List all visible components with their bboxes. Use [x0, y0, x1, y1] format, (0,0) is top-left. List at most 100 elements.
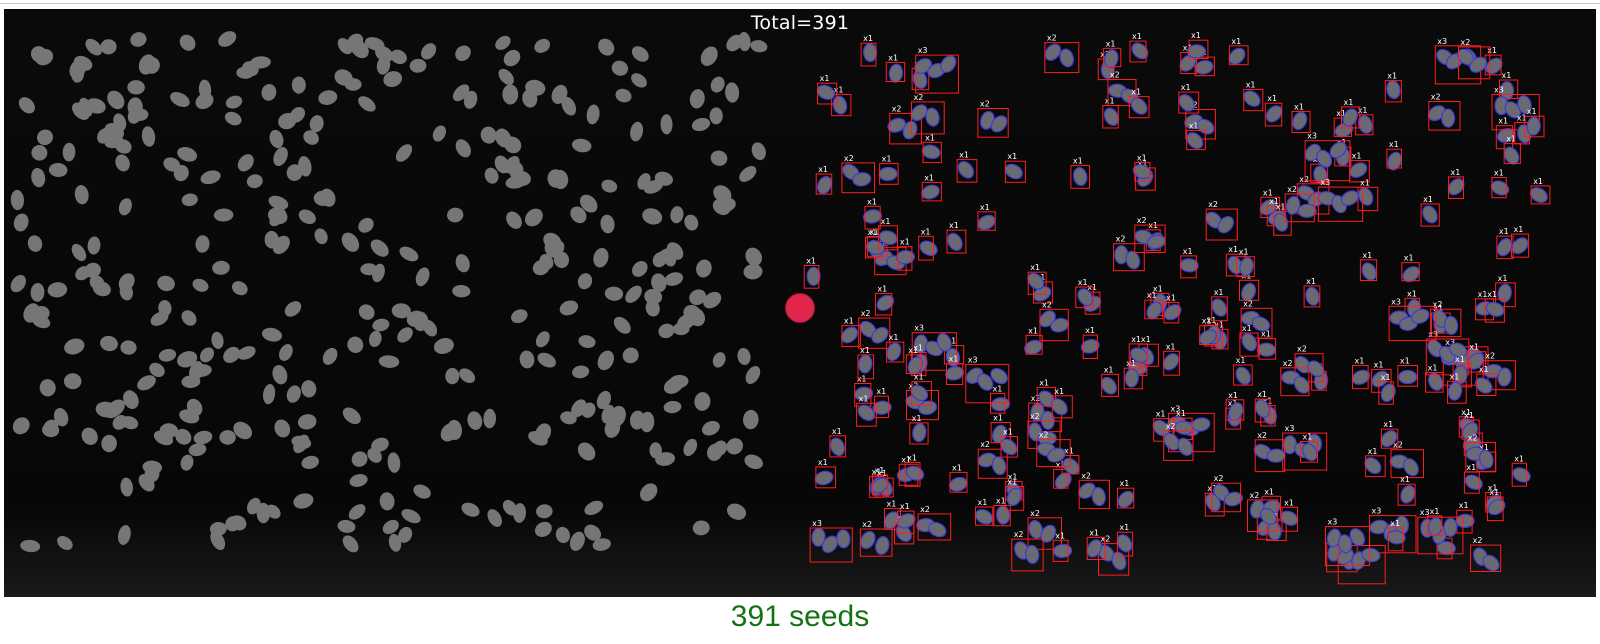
detection-box — [1036, 439, 1071, 468]
total-count-label: Total=391 — [750, 12, 850, 34]
raw-seed — [137, 375, 156, 391]
detected-seed-group: x1 — [1117, 479, 1135, 509]
seed-multiplicity-label: x1 — [1390, 519, 1400, 528]
detected-seed-group: x1 — [1447, 372, 1467, 404]
raw-seed — [398, 526, 413, 543]
detection-box — [1082, 334, 1098, 360]
detected-seed — [836, 529, 851, 549]
detection-box — [965, 363, 1010, 404]
raw-seed — [120, 477, 133, 497]
raw-seed — [358, 96, 376, 112]
detection-box — [815, 173, 833, 195]
detected-seed — [1243, 90, 1261, 107]
detection-box — [856, 402, 877, 427]
detection-box — [1378, 381, 1394, 405]
detected-seed-group: x2 — [1028, 394, 1063, 433]
detection-box — [1291, 110, 1311, 134]
raw-seed — [118, 198, 132, 216]
seed-multiplicity-label: x2 — [1431, 93, 1441, 102]
detection-box — [975, 506, 994, 526]
raw-seed — [570, 206, 587, 224]
detected-seed — [1050, 398, 1068, 416]
detected-seed — [821, 535, 839, 554]
detection-box — [1524, 115, 1545, 138]
seed-multiplicity-label: x1 — [907, 454, 917, 463]
detected-seed-group: x3 — [1325, 518, 1371, 566]
raw-seed — [600, 214, 615, 234]
raw-seed — [219, 430, 236, 445]
raw-seed — [246, 174, 263, 189]
seed-multiplicity-label: x1 — [882, 155, 892, 164]
detection-box — [1205, 208, 1238, 241]
seed-multiplicity-label: x2 — [1287, 185, 1297, 194]
detected-seed — [878, 166, 898, 182]
seed-multiplicity-label: x1 — [1261, 330, 1271, 339]
comparison-slider-handle[interactable] — [785, 293, 815, 323]
raw-seed-layer — [10, 31, 768, 553]
detected-seed — [1254, 399, 1270, 418]
seed-multiplicity-label: x2 — [1283, 359, 1293, 368]
detection-box — [1228, 45, 1249, 66]
seed-multiplicity-label: x1 — [1166, 293, 1176, 302]
raw-seed — [745, 366, 761, 384]
raw-seed — [689, 89, 705, 109]
raw-seed — [57, 535, 73, 551]
raw-seed — [342, 535, 359, 553]
detection-box — [1397, 365, 1419, 387]
detected-seed-group: x1 — [1529, 177, 1551, 205]
seed-multiplicity-label: x1 — [1228, 399, 1238, 408]
detection-box — [885, 61, 906, 83]
detection-box — [1352, 365, 1369, 390]
raw-seed — [604, 286, 624, 301]
detected-seed-group: x1 — [921, 133, 942, 164]
raw-seed — [683, 438, 698, 457]
raw-seed — [631, 73, 647, 88]
detection-box — [1365, 455, 1386, 478]
seed-multiplicity-label: x1 — [1276, 202, 1286, 211]
detected-seed-group: x1 — [1380, 420, 1399, 449]
seed-multiplicity-label: x1 — [1104, 365, 1114, 374]
raw-seed — [597, 350, 614, 371]
seed-multiplicity-label: x2 — [1473, 536, 1483, 545]
detected-seed-group: x1 — [1178, 83, 1200, 114]
detected-seed — [902, 120, 918, 140]
seed-multiplicity-label: x2 — [1137, 216, 1147, 225]
seed-multiplicity-label: x1 — [1368, 447, 1378, 456]
seed-multiplicity-label: x1 — [1105, 97, 1115, 106]
raw-seed — [651, 273, 667, 293]
seed-multiplicity-label: x1 — [900, 502, 910, 511]
seed-multiplicity-label: x1 — [912, 414, 922, 423]
raw-seed — [689, 289, 707, 306]
raw-seed — [101, 434, 117, 453]
raw-seed — [349, 474, 368, 487]
detected-seed-group: x1 — [1364, 447, 1386, 478]
detected-seed-group: x1 — [904, 454, 925, 487]
detection-box — [1004, 160, 1026, 183]
detected-seed — [1447, 381, 1463, 401]
raw-seed — [579, 194, 598, 213]
detected-seed-group: x1 — [1103, 39, 1122, 69]
raw-seed — [74, 185, 89, 205]
detected-seed — [1448, 342, 1468, 358]
detected-seed-group: x1 — [1511, 454, 1531, 487]
raw-seed — [544, 241, 560, 258]
seed-multiplicity-label: x1 — [1207, 484, 1217, 493]
detection-box — [1359, 259, 1378, 282]
raw-seed — [181, 193, 198, 207]
detection-box — [1101, 373, 1119, 397]
raw-seed — [632, 260, 648, 277]
detected-seed — [1386, 530, 1406, 545]
raw-seed — [483, 408, 497, 429]
raw-seed — [391, 303, 411, 319]
image-comparison-viewer[interactable]: x1x1x2x1x1x1x1x1x1x1x3x3x1x1x2x1x2x2x1x1… — [4, 9, 1596, 597]
raw-seed — [95, 401, 116, 418]
detected-seed — [1469, 56, 1488, 73]
detection-box — [1107, 79, 1137, 107]
detected-seed — [1179, 258, 1199, 273]
seed-multiplicity-label: x1 — [1464, 411, 1474, 420]
raw-seed — [13, 213, 29, 232]
detection-box — [1144, 299, 1163, 320]
raw-seed — [710, 150, 728, 166]
detected-seed — [1464, 474, 1483, 491]
seed-multiplicity-label: x1 — [908, 346, 918, 355]
